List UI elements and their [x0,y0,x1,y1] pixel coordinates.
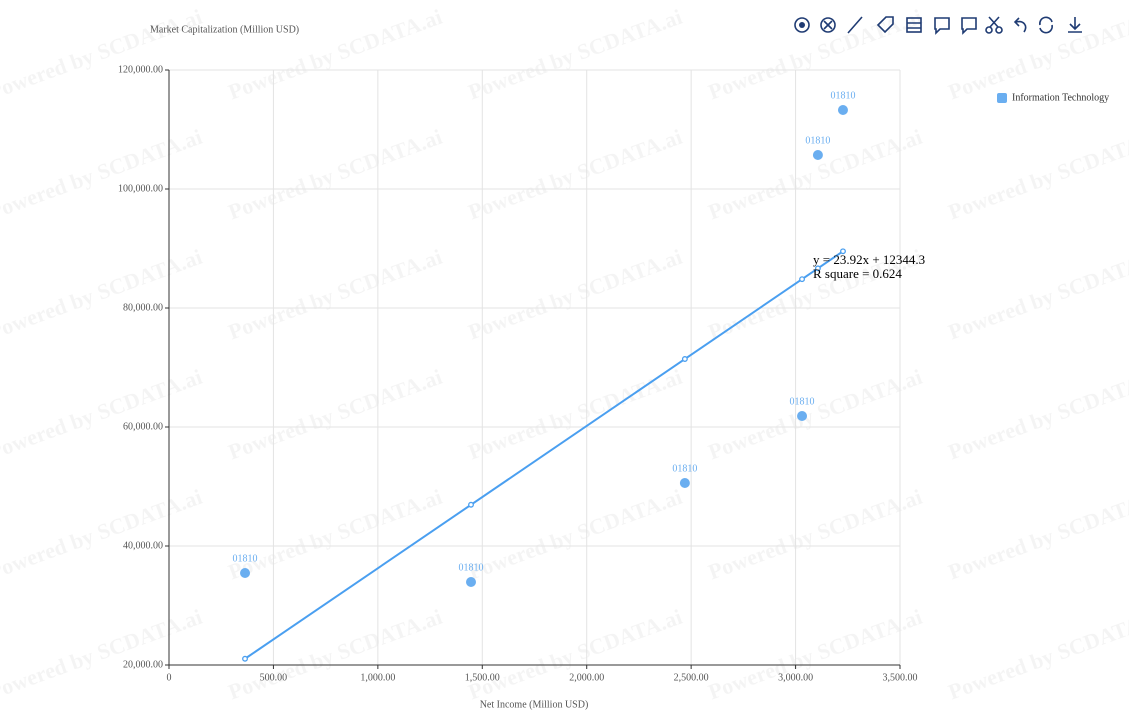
point [812,150,823,161]
watermark: Powered by SCDATA.ai [465,604,685,705]
trendline-equation: y = 23.92x + 12344.3 [813,252,925,267]
tool-icon[interactable] [847,16,863,34]
watermark: Powered by SCDATA.ai [225,364,445,465]
point-label: 01810 [459,562,484,573]
tool-icon[interactable] [794,17,810,33]
x-tick-label: 3,500.00 [883,672,918,683]
x-tick-label: 1,500.00 [465,672,500,683]
trendline-marker [840,248,846,255]
y-tick-label: 60,000.00 [123,421,163,432]
watermark: Powered by SCDATA.ai [465,364,685,465]
x-axis-title: Net Income (Million USD) [480,699,589,710]
watermark: Powered by SCDATA.ai [0,4,205,105]
trendline-marker [468,501,474,508]
point [466,576,477,587]
watermark: Powered by SCDATA.ai [705,484,925,585]
x-tick-label: 2,000.00 [569,672,604,683]
watermark: Powered by SCDATA.ai [705,364,925,465]
watermark: Powered by SCDATA.ai [225,484,445,585]
tool-icon[interactable] [961,17,977,35]
y-tick-label: 120,000.00 [118,64,163,75]
point [797,410,808,421]
x-tick-label: 1,000.00 [360,672,395,683]
y-axis-title: Market Capitalization (Million USD) [150,24,299,35]
watermark: Powered by SCDATA.ai [225,4,445,105]
tool-icon[interactable] [876,16,894,34]
point [837,104,848,115]
y-tick-label: 80,000.00 [123,302,163,313]
x-tick-label: 500.00 [260,672,288,683]
y-tick-label: 40,000.00 [123,540,163,551]
tool-icon[interactable] [1039,16,1053,34]
trendline-marker [814,265,821,272]
point-label: 01810 [672,463,697,474]
watermark: Powered by SCDATA.ai [945,124,1129,225]
watermark: Powered by SCDATA.ai [465,484,685,585]
tool-icon[interactable] [985,16,1003,34]
watermark: Powered by SCDATA.ai [225,604,445,705]
x-tick-label: 2,500.00 [674,672,709,683]
tool-icon[interactable] [820,17,836,33]
watermark: Powered by SCDATA.ai [225,244,445,345]
watermark: Powered by SCDATA.ai [0,604,205,705]
tool-icon[interactable] [906,17,922,33]
trendline-marker [799,276,805,283]
watermark: Powered by SCDATA.ai [945,4,1129,105]
toolbar [794,16,1082,35]
watermark: Powered by SCDATA.ai [945,604,1129,705]
point [679,477,690,488]
watermark: Powered by SCDATA.ai [945,364,1129,465]
tool-icon[interactable] [934,17,950,35]
watermark: Powered by SCDATA.ai [465,124,685,225]
trendline [244,250,844,660]
point-label: 01810 [233,553,258,564]
watermark: Powered by SCDATA.ai [945,244,1129,345]
watermark: Powered by SCDATA.ai [0,244,205,345]
trendline-marker [681,356,688,362]
watermark: Powered by SCDATA.ai [0,484,205,585]
trendline-r-square: R square = 0.624 [813,266,902,281]
x-tick-label: 3,000.00 [778,672,813,683]
watermark: Powered by SCDATA.ai [705,604,925,705]
watermark: Powered by SCDATA.ai [465,4,685,105]
point-label: 01810 [790,396,815,407]
watermark: Powered by SCDATA.ai [945,484,1129,585]
watermark: Powered by SCDATA.ai [0,364,205,465]
tool-icon[interactable] [1068,17,1082,33]
y-tick-label: 100,000.00 [118,183,163,194]
point-label: 01810 [805,135,830,146]
watermark: Powered by SCDATA.ai [0,124,205,225]
x-tick-label: 0 [167,672,172,683]
point [240,568,251,579]
tool-icon[interactable] [1013,17,1027,33]
watermark: Powered by SCDATA.ai [465,244,685,345]
point-label: 01810 [830,90,855,101]
y-tick-label: 20,000.00 [123,659,163,670]
trendline-marker [242,655,248,662]
legend-swatch [997,93,1007,103]
legend-label: Information Technology [1012,92,1109,103]
watermark: Powered by SCDATA.ai [225,124,445,225]
